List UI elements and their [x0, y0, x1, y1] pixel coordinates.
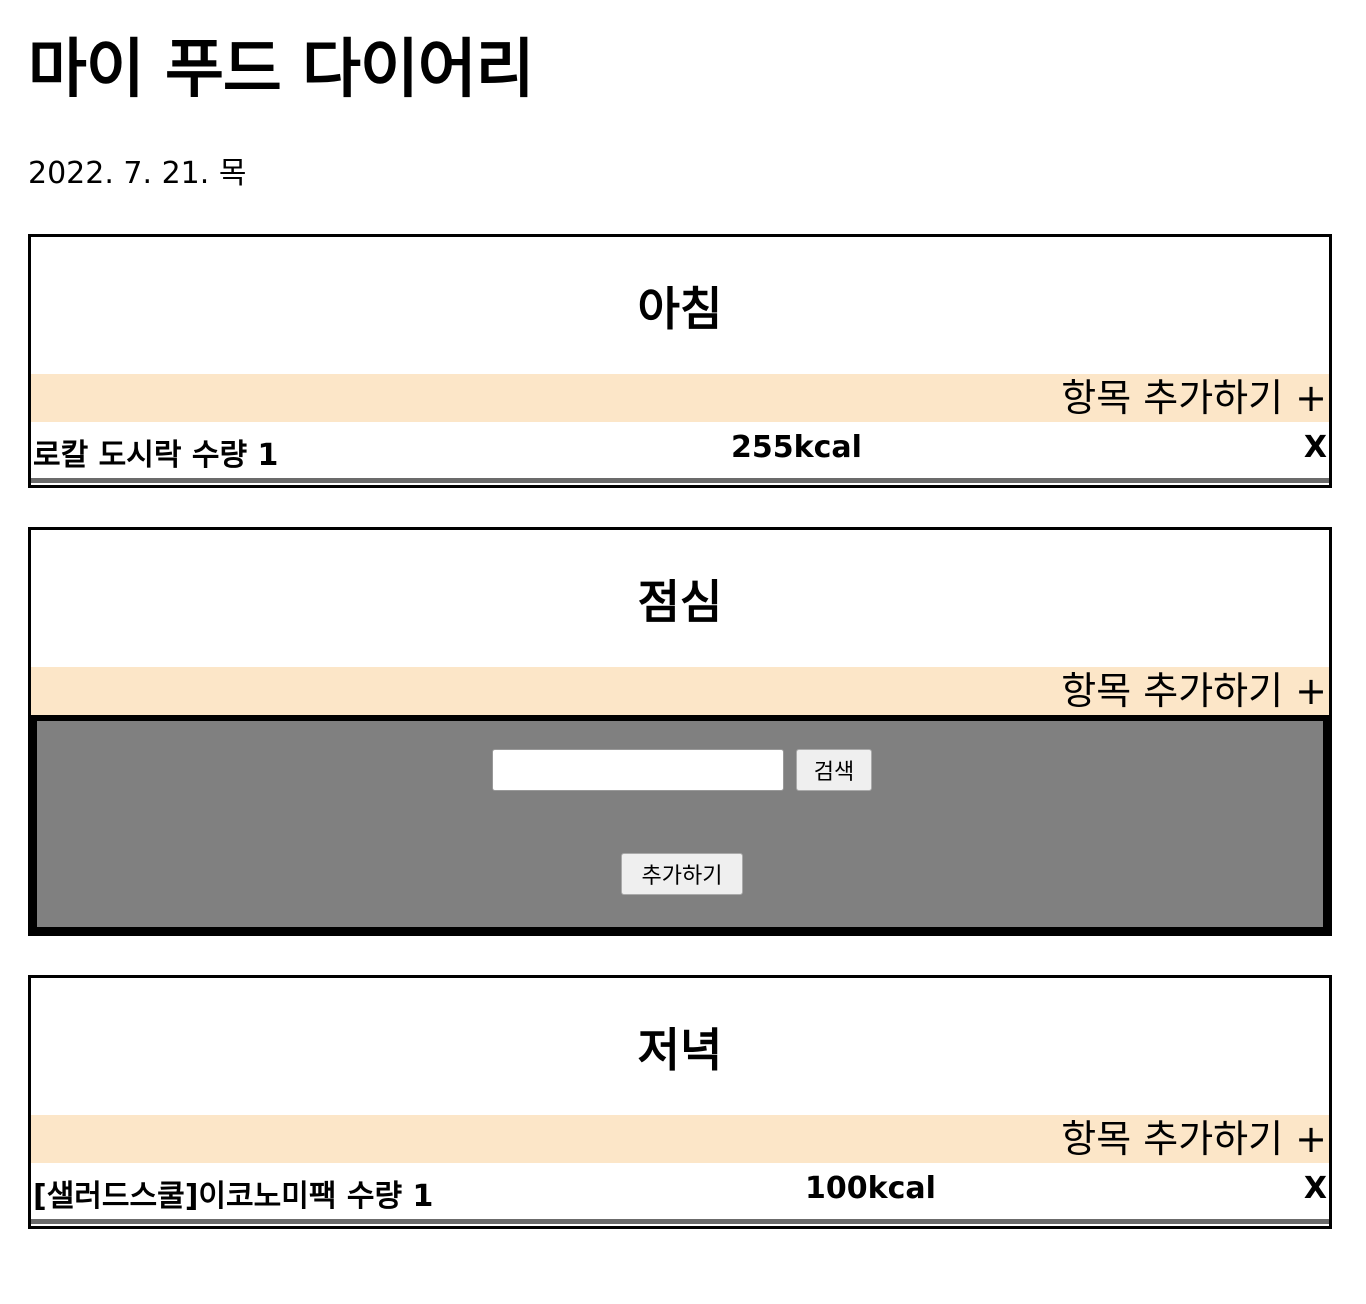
food-row: 로칼 도시락 수량 1 255kcal X [31, 422, 1329, 483]
meal-title: 점심 [637, 574, 723, 629]
add-item-toggle[interactable]: 항목 추가하기 + [31, 1115, 1329, 1163]
food-row: [샐러드스쿨]이코노미팩 수량 1 100kcal X [31, 1163, 1329, 1224]
food-kcal: 100kcal [805, 1171, 936, 1206]
meal-lunch: 점심 항목 추가하기 + 검색 추가하기 [28, 527, 1332, 936]
food-name: 로칼 도시락 수량 1 [33, 438, 279, 473]
meal-title: 저녁 [637, 1022, 723, 1077]
search-button[interactable]: 검색 [796, 749, 872, 791]
page-title: 마이 푸드 다이어리 [28, 33, 535, 107]
meal-breakfast: 아침 항목 추가하기 + 로칼 도시락 수량 1 255kcal X [28, 234, 1332, 488]
add-item-toggle[interactable]: 항목 추가하기 + [31, 374, 1329, 422]
add-item-panel: 검색 추가하기 [31, 715, 1329, 933]
add-item-toggle[interactable]: 항목 추가하기 + [31, 667, 1329, 715]
add-item-button[interactable]: 추가하기 [621, 853, 743, 895]
current-date: 2022. 7. 21. 목 [28, 156, 247, 191]
meal-dinner: 저녁 항목 추가하기 + [샐러드스쿨]이코노미팩 수량 1 100kcal X [28, 975, 1332, 1229]
meal-title: 아침 [637, 281, 723, 336]
food-kcal: 255kcal [731, 430, 862, 465]
delete-food-button[interactable]: X [1303, 430, 1327, 465]
delete-food-button[interactable]: X [1303, 1171, 1327, 1206]
food-search-input[interactable] [492, 749, 784, 791]
food-name: [샐러드스쿨]이코노미팩 수량 1 [33, 1179, 434, 1214]
